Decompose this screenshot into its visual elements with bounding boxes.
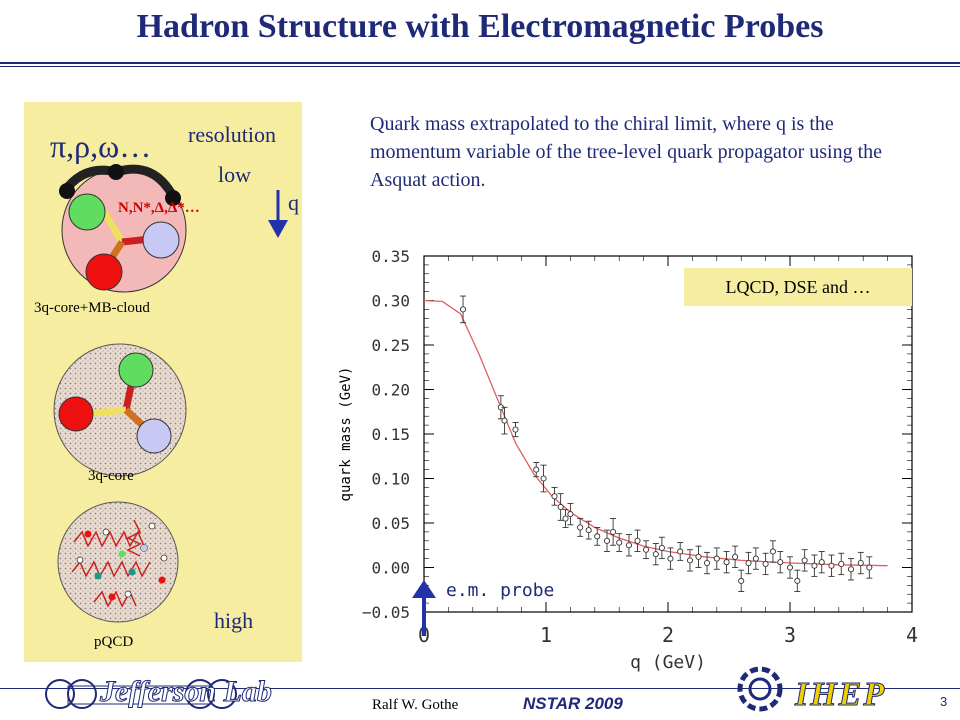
data-point bbox=[562, 515, 569, 522]
data-point bbox=[677, 548, 684, 555]
data-point bbox=[459, 306, 467, 313]
data-point bbox=[512, 426, 519, 433]
title-rule bbox=[0, 62, 960, 64]
baryon-label: N,N*,Δ,Δ*… bbox=[118, 200, 200, 216]
data-point bbox=[703, 560, 711, 567]
data-point bbox=[695, 553, 702, 560]
y-tick-label: 0.05 bbox=[371, 514, 410, 533]
x-tick-label: 3 bbox=[784, 623, 796, 647]
x-axis-label: q (GeV) bbox=[630, 652, 706, 673]
chart-description: Quark mass extrapolated to the chiral li… bbox=[370, 113, 883, 191]
data-point bbox=[551, 493, 558, 500]
title-rule-thin bbox=[0, 66, 960, 67]
resolution-label: resolution bbox=[188, 122, 276, 147]
data-point bbox=[866, 564, 873, 571]
data-point bbox=[828, 562, 835, 569]
legend-box: LQCD, DSE and … bbox=[684, 268, 912, 306]
data-point bbox=[642, 546, 650, 553]
data-point bbox=[603, 537, 611, 544]
x-tick-label: 4 bbox=[906, 623, 918, 647]
resolution-panel: π,ρ,ω… resolution low q N,N*,Δ,Δ*… 3q-co… bbox=[24, 102, 302, 662]
fit-curve bbox=[423, 299, 888, 567]
data-point bbox=[713, 555, 720, 562]
data-point bbox=[533, 466, 540, 473]
data-point bbox=[616, 539, 623, 546]
data-point bbox=[577, 524, 584, 531]
jefferson-lab-logo-text: Jefferson Lab bbox=[100, 675, 273, 709]
x-tick-label: 2 bbox=[662, 623, 674, 647]
data-point bbox=[594, 533, 601, 540]
data-point bbox=[732, 553, 739, 560]
core-hadron-icon bbox=[53, 343, 187, 477]
probe-label: e.m. probe bbox=[446, 580, 555, 601]
q-label: q bbox=[288, 190, 299, 215]
data-point bbox=[625, 542, 633, 549]
y-tick-label: 0.25 bbox=[371, 336, 410, 355]
data-point bbox=[794, 577, 801, 584]
data-point bbox=[752, 555, 759, 562]
y-tick-label: 0.00 bbox=[371, 559, 410, 578]
footer-conference: NSTAR 2009 bbox=[523, 694, 623, 713]
data-point bbox=[723, 559, 730, 566]
data-point bbox=[501, 417, 508, 424]
footer-author: Ralf W. Gothe bbox=[372, 697, 459, 713]
data-point bbox=[610, 528, 617, 535]
data-point bbox=[838, 560, 845, 567]
jefferson-lab-logo bbox=[45, 679, 237, 709]
data-point bbox=[745, 560, 752, 567]
pqcd-caption: pQCD bbox=[94, 634, 134, 650]
core-caption: 3q-core bbox=[88, 468, 134, 484]
footer-rule bbox=[0, 688, 960, 689]
y-tick-label: −0.05 bbox=[362, 603, 410, 622]
page-number: 3 bbox=[940, 694, 948, 709]
meson-label: π,ρ,ω… bbox=[50, 128, 152, 164]
resolution-arrow-icon bbox=[268, 190, 288, 238]
data-point bbox=[557, 503, 564, 511]
data-point bbox=[540, 475, 547, 482]
slide-title: Hadron Structure with Electromagnetic Pr… bbox=[136, 8, 824, 45]
low-label: low bbox=[218, 162, 251, 187]
high-label: high bbox=[214, 608, 254, 633]
y-tick-label: 0.20 bbox=[371, 381, 410, 400]
data-point bbox=[686, 557, 694, 564]
data-point bbox=[762, 560, 769, 567]
data-point bbox=[777, 559, 784, 566]
cloud-hadron-icon bbox=[59, 164, 187, 293]
data-point bbox=[585, 527, 592, 534]
data-point bbox=[811, 562, 818, 569]
data-point bbox=[786, 564, 794, 571]
data-point bbox=[634, 537, 641, 544]
ihep-logo-text: IHEP bbox=[794, 676, 887, 714]
data-point bbox=[801, 557, 808, 564]
data-point bbox=[652, 551, 659, 558]
hadron-diagrams bbox=[53, 164, 288, 623]
y-tick-label: 0.30 bbox=[371, 292, 410, 311]
probe-arrow-icon bbox=[412, 580, 436, 636]
data-point bbox=[847, 566, 855, 573]
data-point bbox=[818, 559, 825, 566]
data-point bbox=[658, 544, 665, 551]
x-tick-label: 1 bbox=[540, 623, 552, 647]
y-tick-label: 0.35 bbox=[371, 247, 410, 266]
cloud-caption: 3q-core+MB-cloud bbox=[34, 300, 150, 316]
data-point bbox=[769, 548, 776, 555]
ihep-logo-icon bbox=[737, 666, 783, 712]
data-point bbox=[738, 577, 745, 584]
y-tick-label: 0.10 bbox=[371, 470, 410, 489]
data-point bbox=[667, 555, 674, 562]
data-point bbox=[857, 560, 864, 567]
data-point bbox=[567, 511, 574, 518]
pqcd-hadron-icon bbox=[57, 501, 179, 623]
y-axis-label: quark mass (GeV) bbox=[338, 367, 354, 502]
y-tick-label: 0.15 bbox=[371, 425, 410, 444]
